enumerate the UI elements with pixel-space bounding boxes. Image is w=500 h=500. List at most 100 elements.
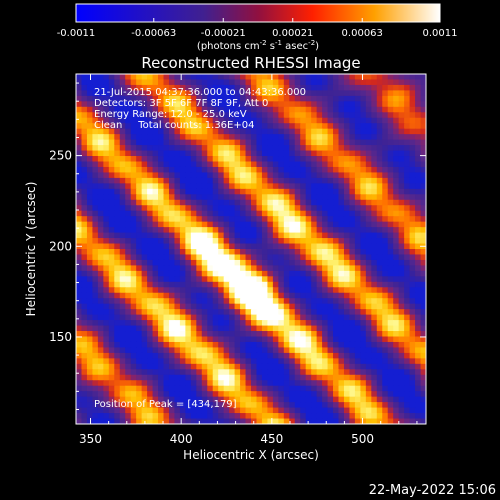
heatmap-cell <box>360 391 367 398</box>
heatmap-cell <box>338 391 345 398</box>
heatmap-cell <box>86 402 94 409</box>
heatmap-cell <box>404 95 411 102</box>
heatmap-cell <box>108 259 115 267</box>
heatmap-cell <box>272 128 279 135</box>
heatmap-cell <box>158 380 165 387</box>
heatmap-cell <box>207 309 214 316</box>
heatmap-cell <box>229 145 236 152</box>
heatmap-cell <box>136 292 143 299</box>
heatmap-cell <box>86 281 94 288</box>
heatmap-cell <box>261 358 269 365</box>
heatmap-cell <box>278 287 285 294</box>
heatmap-cell <box>261 254 269 261</box>
heatmap-cell <box>311 150 318 157</box>
heatmap-cell <box>108 205 115 212</box>
heatmap-cell <box>163 418 170 424</box>
heatmap-cell <box>136 259 143 267</box>
heatmap-cell <box>256 232 263 239</box>
heatmap-cell <box>415 210 422 217</box>
heatmap-cell <box>119 145 126 152</box>
heatmap-cell <box>311 396 318 403</box>
heatmap-cell <box>245 418 252 424</box>
heatmap-cell <box>174 380 181 387</box>
heatmap-cell <box>382 347 389 354</box>
heatmap-cell <box>283 84 290 92</box>
heatmap-cell <box>114 314 121 321</box>
heatmap-cell <box>251 79 258 86</box>
heatmap-cell <box>136 238 143 245</box>
heatmap-cell <box>103 210 110 217</box>
heatmap-cell <box>245 95 252 102</box>
heatmap-cell <box>289 287 296 294</box>
heatmap-cell <box>125 407 132 414</box>
heatmap-cell <box>163 95 170 102</box>
heatmap-cell <box>201 336 208 343</box>
heatmap-cell <box>240 314 247 321</box>
heatmap-cell <box>365 95 372 102</box>
heatmap-cell <box>212 84 219 92</box>
heatmap-cell <box>382 238 389 245</box>
heatmap-cell <box>158 309 165 316</box>
heatmap-cell <box>283 413 290 420</box>
heatmap-cell <box>119 156 126 163</box>
heatmap-cell <box>152 145 159 152</box>
heatmap-cell <box>130 161 137 168</box>
heatmap-cell <box>103 95 110 102</box>
heatmap-cell <box>349 101 356 108</box>
heatmap-cell <box>152 216 159 223</box>
heatmap-cell <box>316 106 323 113</box>
heatmap-cell <box>76 134 83 141</box>
heatmap-cell <box>256 84 263 92</box>
heatmap-cell <box>81 331 88 338</box>
heatmap-cell <box>76 150 83 157</box>
heatmap-cell <box>289 407 296 414</box>
heatmap-cell <box>179 194 186 201</box>
heatmap-cell <box>207 265 214 272</box>
heatmap-cell <box>229 352 236 359</box>
heatmap-cell <box>223 199 230 206</box>
heatmap-cell <box>365 402 372 409</box>
heatmap-cell <box>349 199 356 206</box>
heatmap-cell <box>147 156 154 163</box>
heatmap-cell <box>81 150 88 157</box>
heatmap-cell <box>185 325 192 332</box>
heatmap-cell <box>289 95 296 102</box>
heatmap-cell <box>119 90 126 97</box>
heatmap-cell <box>327 177 334 184</box>
heatmap-cell <box>333 352 340 359</box>
heatmap-cell <box>168 243 176 250</box>
heatmap-cell <box>343 341 351 349</box>
heatmap-cell <box>333 396 340 403</box>
heatmap-cell <box>283 101 290 108</box>
heatmap-cell <box>261 298 269 305</box>
heatmap-cell <box>387 139 394 146</box>
heatmap-cell <box>409 150 416 157</box>
heatmap-cell <box>267 369 274 376</box>
heatmap-cell <box>251 249 258 256</box>
heatmap-cell <box>349 134 356 141</box>
colorbar-ticks <box>75 18 441 22</box>
heatmap-cell <box>119 172 126 179</box>
heatmap-cell <box>179 210 186 217</box>
heatmap-cell <box>218 112 225 119</box>
heatmap-cell <box>256 254 263 261</box>
heatmap-cell <box>267 336 274 343</box>
heatmap-cell <box>316 418 323 424</box>
heatmap-cell <box>267 276 274 283</box>
heatmap-cell <box>393 259 400 267</box>
heatmap-cell <box>76 188 83 195</box>
heatmap-cell <box>108 320 115 327</box>
heatmap-cell <box>141 407 148 414</box>
heatmap-cell <box>179 320 186 327</box>
heatmap-cell <box>415 363 422 370</box>
heatmap-cell <box>387 336 394 343</box>
heatmap-cell <box>322 249 329 256</box>
heatmap-cell <box>272 205 279 212</box>
heatmap-cell <box>272 238 279 245</box>
heatmap-cell <box>360 298 367 305</box>
heatmap-cell <box>218 128 225 135</box>
heatmap-cell <box>398 249 405 256</box>
heatmap-cell <box>158 407 165 414</box>
heatmap-cell <box>404 243 411 250</box>
heatmap-cell <box>108 369 115 376</box>
